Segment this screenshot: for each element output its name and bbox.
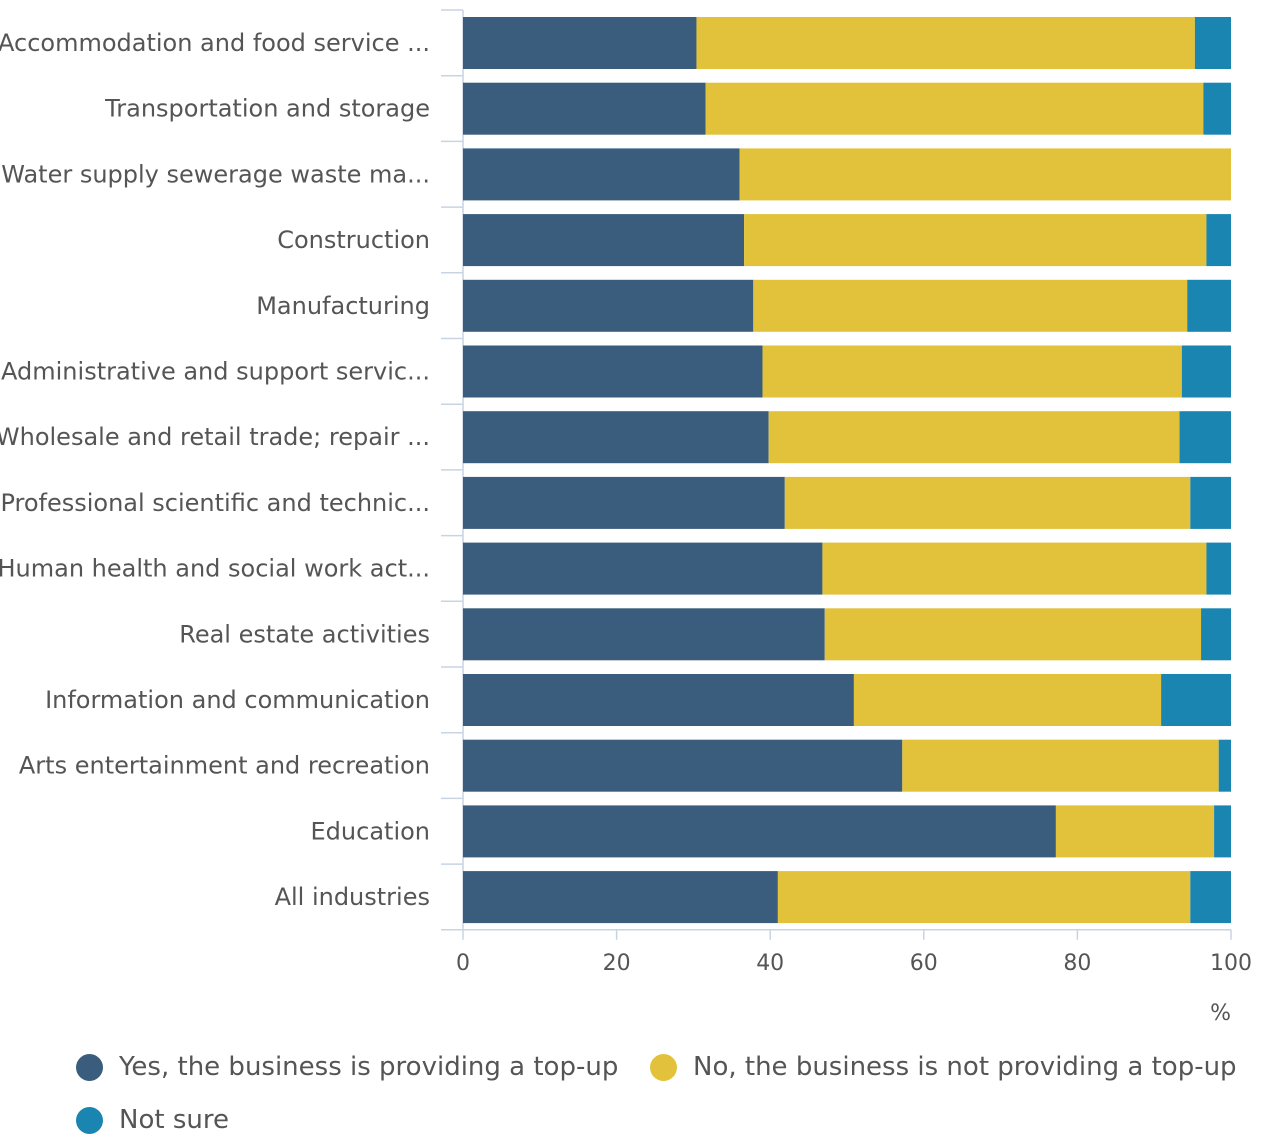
- category-label: Human health and social work act...: [0, 555, 430, 583]
- bar-segment-series-2: [1218, 739, 1231, 792]
- bars-group: [463, 17, 1231, 924]
- bar-segment-series-0: [463, 214, 745, 267]
- bar-segment-series-0: [463, 148, 740, 201]
- legend-label-no: No, the business is not providing a top-…: [693, 1052, 1237, 1082]
- bar-segment-series-1: [696, 17, 1195, 69]
- bar-segment-series-0: [463, 82, 706, 135]
- bar-segment-series-0: [463, 608, 825, 661]
- x-axis-unit-label: %: [1210, 1001, 1231, 1026]
- category-label: Accommodation and food service ...: [0, 29, 430, 57]
- bar-segment-series-1: [784, 476, 1191, 529]
- x-tick-label: 40: [756, 951, 784, 976]
- bar-segment-series-2: [1203, 82, 1231, 135]
- bar-segment-series-2: [1161, 674, 1231, 726]
- bar-segment-series-2: [1194, 17, 1231, 69]
- category-label: Transportation and storage: [104, 95, 430, 123]
- bar-segment-series-1: [777, 871, 1191, 924]
- legend-label-yes: Yes, the business is providing a top-up: [119, 1052, 619, 1082]
- legend-marker-yes: [76, 1053, 103, 1081]
- bar-segment-series-1: [902, 739, 1219, 792]
- bar-segment-series-0: [463, 476, 785, 529]
- legend-label-not-sure: Not sure: [119, 1105, 229, 1135]
- category-label: Construction: [277, 226, 430, 254]
- bar-segment-series-2: [1206, 214, 1231, 267]
- bar-segment-series-2: [1187, 279, 1231, 332]
- bar-segment-series-1: [753, 279, 1188, 332]
- bar-segment-series-1: [853, 674, 1162, 726]
- bar-segment-series-2: [1201, 608, 1231, 661]
- x-tick-label: 20: [603, 951, 631, 976]
- category-label: Information and communication: [45, 686, 430, 714]
- bar-segment-series-1: [705, 82, 1204, 135]
- bar-segment-series-0: [463, 345, 763, 398]
- legend-marker-no: [650, 1053, 677, 1081]
- legend-marker-not-sure: [76, 1106, 103, 1134]
- bar-segment-series-0: [463, 674, 854, 726]
- legend-item-yes[interactable]: Yes, the business is providing a top-up: [76, 1052, 618, 1082]
- bar-segment-series-0: [463, 411, 769, 464]
- category-label: Wholesale and retail trade; repair ...: [0, 423, 430, 451]
- legend-item-no[interactable]: No, the business is not providing a top-…: [650, 1052, 1237, 1082]
- bar-segment-series-2: [1214, 805, 1231, 858]
- bar-segment-series-1: [744, 214, 1207, 267]
- x-tick-label: 80: [1063, 951, 1091, 976]
- x-axis: 0 20 40 60 80 100: [456, 929, 1252, 976]
- x-tick-label: 0: [456, 951, 470, 976]
- bar-segment-series-1: [762, 345, 1182, 398]
- bar-segment-series-1: [1055, 805, 1215, 858]
- bar-segment-series-2: [1179, 411, 1231, 464]
- category-label: Arts entertainment and recreation: [19, 752, 430, 780]
- category-axis: Accommodation and food service ... Transp…: [0, 9, 464, 931]
- bar-segment-series-0: [463, 805, 1056, 858]
- category-label: Professional scientific and technic...: [0, 489, 430, 517]
- x-tick-label: 60: [910, 951, 938, 976]
- bar-segment-series-0: [463, 739, 903, 792]
- stacked-bar-chart: Accommodation and food service ... Transp…: [0, 9, 1252, 1026]
- bar-segment-series-0: [463, 279, 754, 332]
- bar-segment-series-2: [1190, 871, 1231, 924]
- x-tick-label: 100: [1210, 951, 1252, 976]
- bar-segment-series-0: [463, 542, 823, 595]
- category-label: Real estate activities: [179, 620, 430, 648]
- bar-segment-series-1: [739, 148, 1231, 201]
- bar-segment-series-2: [1181, 345, 1231, 398]
- category-label: Education: [311, 817, 430, 845]
- bar-segment-series-0: [463, 871, 778, 924]
- bar-segment-series-1: [768, 411, 1180, 464]
- bar-segment-series-1: [822, 542, 1207, 595]
- bar-segment-series-1: [824, 608, 1202, 661]
- category-label: Manufacturing: [256, 292, 430, 320]
- bar-segment-series-2: [1190, 476, 1231, 529]
- category-label: Administrative and support servic...: [1, 358, 430, 386]
- legend-item-not-sure[interactable]: Not sure: [76, 1105, 229, 1135]
- bar-segment-series-2: [1206, 542, 1231, 595]
- category-label: All industries: [275, 883, 430, 911]
- bar-segment-series-0: [463, 17, 697, 69]
- category-label: Water supply sewerage waste ma...: [1, 160, 430, 188]
